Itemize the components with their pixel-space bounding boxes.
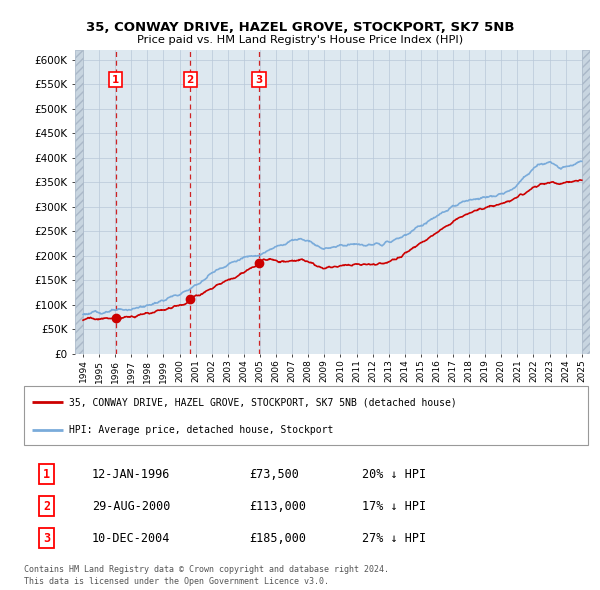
Text: £113,000: £113,000 [250, 500, 307, 513]
Text: £185,000: £185,000 [250, 532, 307, 545]
Text: 3: 3 [43, 532, 50, 545]
Text: 17% ↓ HPI: 17% ↓ HPI [362, 500, 427, 513]
Text: 2: 2 [187, 74, 194, 84]
Bar [582, 50, 590, 354]
Text: 29-AUG-2000: 29-AUG-2000 [92, 500, 170, 513]
Text: 1: 1 [112, 74, 119, 84]
Text: 10-DEC-2004: 10-DEC-2004 [92, 532, 170, 545]
Text: 12-JAN-1996: 12-JAN-1996 [92, 467, 170, 481]
Text: 27% ↓ HPI: 27% ↓ HPI [362, 532, 427, 545]
FancyBboxPatch shape [24, 386, 588, 445]
Text: HPI: Average price, detached house, Stockport: HPI: Average price, detached house, Stoc… [69, 425, 334, 434]
Text: 1: 1 [43, 467, 50, 481]
Text: Contains HM Land Registry data © Crown copyright and database right 2024.: Contains HM Land Registry data © Crown c… [24, 565, 389, 574]
Text: £73,500: £73,500 [250, 467, 299, 481]
Text: 3: 3 [256, 74, 263, 84]
Text: This data is licensed under the Open Government Licence v3.0.: This data is licensed under the Open Gov… [24, 577, 329, 586]
Text: 35, CONWAY DRIVE, HAZEL GROVE, STOCKPORT, SK7 5NB: 35, CONWAY DRIVE, HAZEL GROVE, STOCKPORT… [86, 21, 514, 34]
Text: 20% ↓ HPI: 20% ↓ HPI [362, 467, 427, 481]
Text: 2: 2 [43, 500, 50, 513]
Bar [75, 50, 83, 354]
Text: Price paid vs. HM Land Registry's House Price Index (HPI): Price paid vs. HM Land Registry's House … [137, 35, 463, 45]
Text: 35, CONWAY DRIVE, HAZEL GROVE, STOCKPORT, SK7 5NB (detached house): 35, CONWAY DRIVE, HAZEL GROVE, STOCKPORT… [69, 398, 457, 407]
